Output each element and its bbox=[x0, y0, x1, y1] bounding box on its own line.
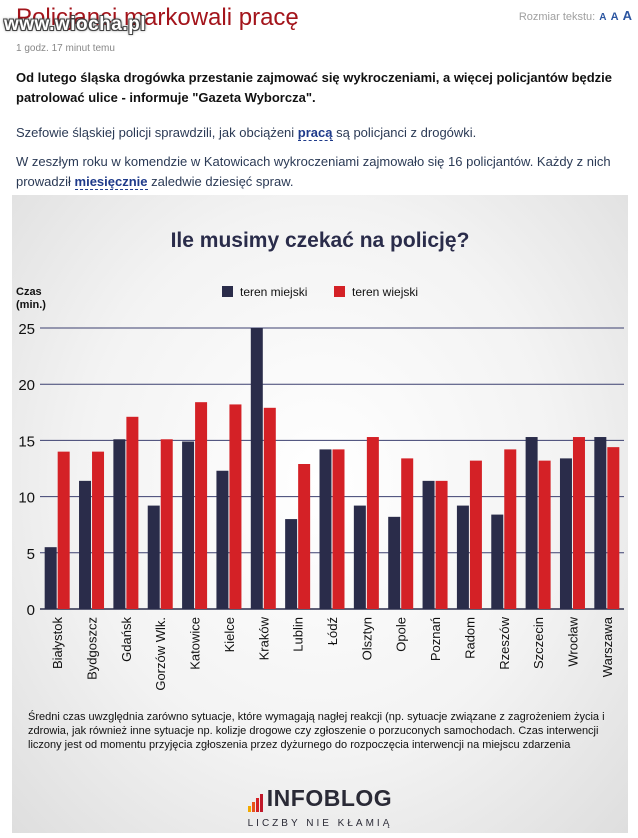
chart-legend: teren miejski teren wiejski bbox=[222, 285, 418, 299]
infographic-note: Średni czas uwzględnia zarówno sytuacje,… bbox=[28, 711, 605, 751]
logo-bars-icon bbox=[247, 794, 264, 812]
bar-urban bbox=[456, 505, 469, 609]
article-paragraph: W zeszłym roku w komendzie w Katowicach … bbox=[16, 152, 628, 192]
bar-rural bbox=[263, 407, 276, 609]
x-tick-label: Katowice bbox=[188, 617, 203, 670]
text-size-label: Rozmiar tekstu: bbox=[518, 11, 596, 23]
x-tick-label: Łódź bbox=[325, 617, 340, 645]
keyword-link-praca[interactable]: pracą bbox=[297, 125, 333, 141]
text-size-medium[interactable]: A bbox=[610, 11, 619, 23]
article-lead: Od lutego śląska drogówka przestanie zaj… bbox=[16, 70, 613, 105]
bar-urban bbox=[525, 437, 538, 609]
y-tick-label: 10 bbox=[18, 490, 35, 507]
article-paragraph: Szefowie śląskiej policji sprawdzili, ja… bbox=[16, 123, 628, 143]
x-tick-label: Rzeszów bbox=[497, 616, 512, 669]
bar-rural bbox=[57, 451, 70, 609]
logo-tagline: LICZBY NIE KŁAMIĄ bbox=[247, 818, 393, 829]
bar-chart: Ile musimy czekać na policję? teren miej… bbox=[16, 229, 624, 691]
bar-urban bbox=[44, 547, 57, 609]
x-tick-label: Gdańsk bbox=[119, 617, 134, 662]
bar-urban bbox=[147, 505, 160, 609]
legend-swatch-urban bbox=[222, 286, 233, 297]
bar-urban bbox=[388, 516, 401, 609]
bar-rural bbox=[298, 464, 311, 609]
text-size-control: Rozmiar tekstu: A A A bbox=[519, 8, 632, 23]
y-tick-label: 5 bbox=[27, 546, 35, 563]
y-tick-label: 15 bbox=[18, 433, 35, 450]
para-text: Szefowie śląskiej policji sprawdzili, ja… bbox=[16, 125, 298, 140]
x-tick-label: Szczecin bbox=[531, 617, 546, 669]
bar-urban bbox=[79, 480, 92, 609]
x-tick-label: Wrocław bbox=[565, 616, 580, 666]
x-tick-label: Lublin bbox=[291, 617, 306, 652]
bar-rural bbox=[92, 451, 105, 609]
logo-bar bbox=[259, 794, 263, 812]
bar-rural bbox=[332, 449, 345, 609]
bar-rural bbox=[195, 402, 208, 609]
bar-rural bbox=[229, 404, 242, 609]
y-tick-label: 20 bbox=[18, 377, 35, 394]
bar-rural bbox=[126, 416, 139, 609]
bar-rural bbox=[538, 460, 551, 609]
legend-label-urban: teren miejski bbox=[240, 285, 307, 299]
bar-rural bbox=[607, 447, 620, 609]
bar-urban bbox=[182, 441, 195, 609]
article-timestamp: 1 godz. 17 minut temu bbox=[16, 43, 115, 54]
legend-label-rural: teren wiejski bbox=[352, 285, 418, 299]
keyword-link-miesiecznie[interactable]: miesięcznie bbox=[74, 174, 148, 190]
legend-swatch-rural bbox=[334, 286, 345, 297]
bar-rural bbox=[435, 480, 448, 609]
y-tick-label: 25 bbox=[18, 321, 35, 338]
para-text: są policjanci z drogówki. bbox=[332, 125, 477, 140]
bar-urban bbox=[559, 458, 572, 609]
x-tick-label: Opole bbox=[394, 617, 409, 652]
logo-bar bbox=[247, 806, 251, 812]
logo-name: INFOBLOG bbox=[247, 785, 393, 812]
x-tick-label: Kielce bbox=[222, 617, 237, 652]
bar-urban bbox=[319, 449, 332, 609]
bar-rural bbox=[160, 439, 173, 609]
bar-urban bbox=[113, 439, 126, 609]
text-size-large[interactable]: A bbox=[622, 8, 632, 23]
logo-text: INFOBLOG bbox=[266, 785, 393, 811]
bar-rural bbox=[469, 460, 482, 609]
x-tick-label: Poznań bbox=[428, 617, 443, 661]
watermark: www.wiocha.pl bbox=[4, 14, 146, 35]
y-axis-label: Czas (min.) bbox=[16, 286, 46, 311]
bar-urban bbox=[285, 519, 298, 609]
bar-rural bbox=[401, 458, 414, 609]
bar-urban bbox=[491, 514, 504, 609]
bar-urban bbox=[594, 437, 607, 609]
bar-urban bbox=[216, 470, 229, 609]
bar-urban bbox=[353, 505, 366, 609]
bar-urban bbox=[250, 328, 263, 609]
logo-bar bbox=[255, 798, 259, 812]
para-text: zaledwie dziesięć spraw. bbox=[147, 174, 294, 189]
infographic: Ile musimy czekać na policję? teren miej… bbox=[12, 195, 628, 833]
x-tick-label: Radom bbox=[462, 617, 477, 659]
text-size-small[interactable]: A bbox=[599, 12, 607, 23]
logo-bar bbox=[251, 802, 255, 812]
y-tick-label: 0 bbox=[27, 602, 35, 619]
infoblog-logo[interactable]: INFOBLOG LICZBY NIE KŁAMIĄ bbox=[12, 785, 628, 829]
bar-rural bbox=[504, 449, 517, 609]
para-text: W zeszłym roku w komendzie w Katowicach … bbox=[16, 154, 611, 189]
x-tick-label: Warszawa bbox=[600, 616, 615, 677]
bar-rural bbox=[366, 437, 379, 609]
chart-title: Ile musimy czekać na policję? bbox=[171, 229, 470, 252]
x-tick-label: Kraków bbox=[256, 616, 271, 660]
x-tick-label: Bydgoszcz bbox=[85, 617, 100, 680]
bar-rural bbox=[572, 437, 585, 609]
x-tick-label: Olsztyn bbox=[359, 617, 374, 660]
article-headline[interactable]: Policjanci markowali pracę bbox=[16, 4, 299, 31]
bar-urban bbox=[422, 480, 435, 609]
x-tick-label: Białystok bbox=[50, 617, 65, 670]
x-tick-label: Gorzów Wlk. bbox=[153, 617, 168, 691]
